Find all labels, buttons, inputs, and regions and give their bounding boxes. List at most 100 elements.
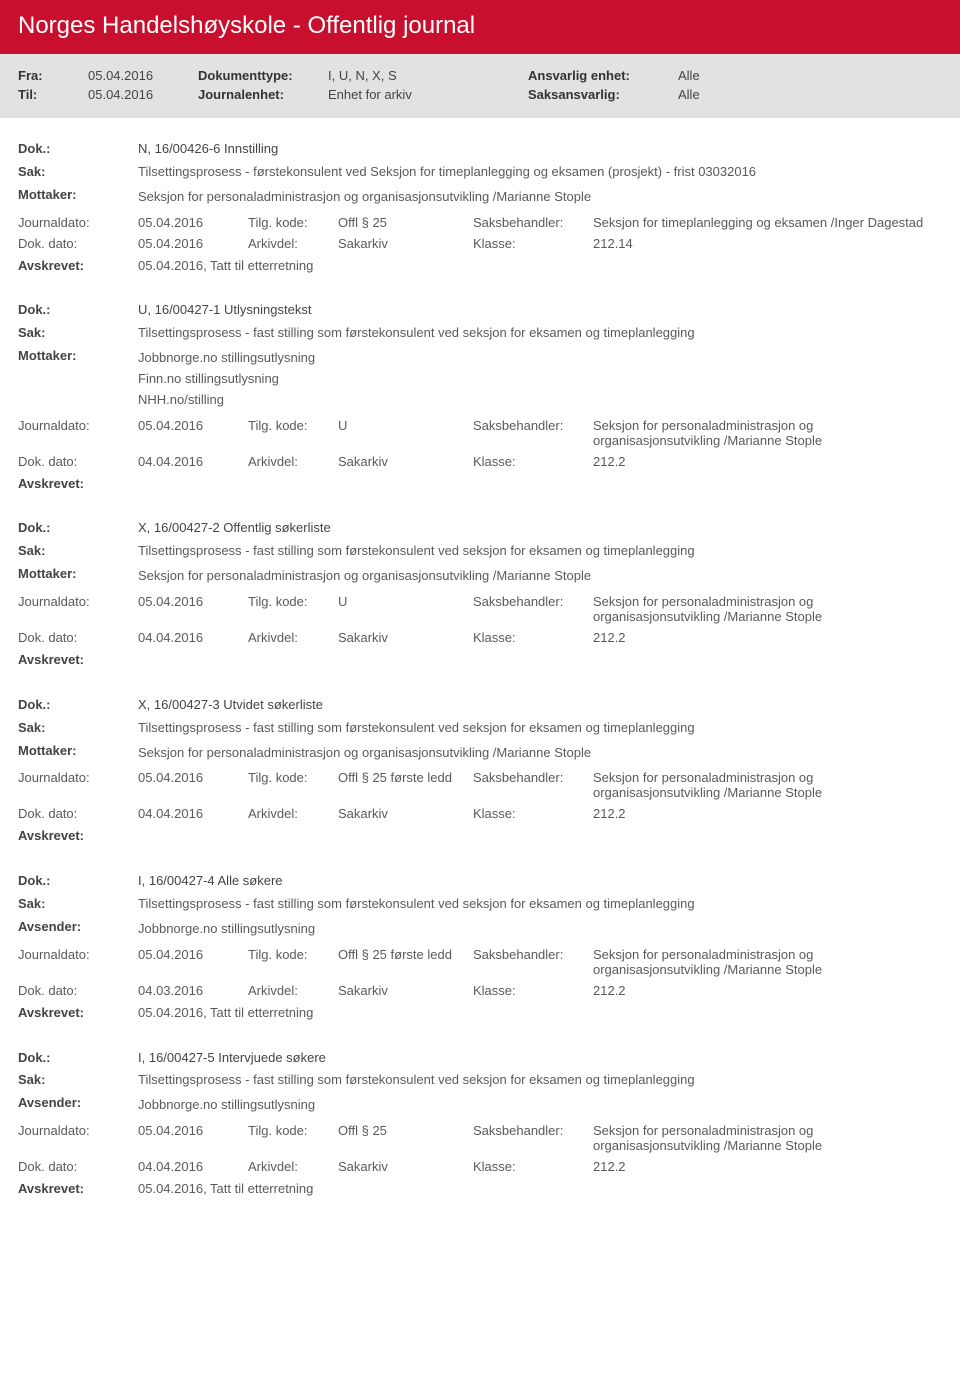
tilgkode-value: Offl § 25 første ledd bbox=[338, 770, 473, 800]
dok-label: Dok.: bbox=[18, 872, 138, 891]
klasse-label: Klasse: bbox=[473, 236, 593, 251]
klasse-value: 212.2 bbox=[593, 454, 703, 469]
dokdato-label: Dok. dato: bbox=[18, 630, 138, 645]
party-value: Jobbnorge.no stillingsutlysning bbox=[138, 1094, 942, 1117]
filter-bar: Fra:05.04.2016Dokumenttype:I, U, N, X, S… bbox=[0, 54, 960, 118]
party-line: Finn.no stillingsutlysning bbox=[138, 370, 942, 389]
arkivdel-label: Arkivdel: bbox=[248, 454, 338, 469]
saksbehandler-value: Seksjon for personaladministrasjon og or… bbox=[593, 418, 942, 448]
tilgkode-value: Offl § 25 bbox=[338, 215, 473, 230]
avskrevet-value: 05.04.2016, Tatt til etterretning bbox=[138, 1180, 942, 1199]
avskrevet-label: Avskrevet: bbox=[18, 475, 138, 494]
journaldato-value: 05.04.2016 bbox=[138, 770, 248, 800]
dokdato-label: Dok. dato: bbox=[18, 1159, 138, 1174]
tilgkode-label: Tilg. kode: bbox=[248, 1123, 338, 1153]
avskrevet-value bbox=[138, 651, 942, 670]
filter-label: Fra: bbox=[18, 68, 88, 83]
dokdato-value: 04.04.2016 bbox=[138, 454, 248, 469]
party-line: Jobbnorge.no stillingsutlysning bbox=[138, 920, 942, 939]
arkivdel-label: Arkivdel: bbox=[248, 1159, 338, 1174]
page-title: Norges Handelshøyskole - Offentlig journ… bbox=[0, 0, 960, 54]
dok-value: N, 16/00426-6 Innstilling bbox=[138, 140, 942, 159]
filter-value: Alle bbox=[678, 68, 700, 83]
party-label: Avsender: bbox=[18, 1094, 138, 1117]
party-line: Seksjon for personaladministrasjon og or… bbox=[138, 744, 942, 763]
filter-value: I, U, N, X, S bbox=[328, 68, 528, 83]
avskrevet-label: Avskrevet: bbox=[18, 827, 138, 846]
dokdato-label: Dok. dato: bbox=[18, 983, 138, 998]
arkivdel-label: Arkivdel: bbox=[248, 983, 338, 998]
dokdato-label: Dok. dato: bbox=[18, 454, 138, 469]
party-line: Seksjon for personaladministrasjon og or… bbox=[138, 188, 942, 207]
filter-row: Fra:05.04.2016Dokumenttype:I, U, N, X, S… bbox=[18, 68, 942, 83]
journaldato-value: 05.04.2016 bbox=[138, 418, 248, 448]
klasse-value: 212.14 bbox=[593, 236, 703, 251]
filter-label: Journalenhet: bbox=[198, 87, 328, 102]
dok-label: Dok.: bbox=[18, 1049, 138, 1068]
dok-value: I, 16/00427-4 Alle søkere bbox=[138, 872, 942, 891]
journal-entry: Dok.:X, 16/00427-3 Utvidet søkerlisteSak… bbox=[18, 674, 942, 846]
journaldato-label: Journaldato: bbox=[18, 594, 138, 624]
party-label: Mottaker: bbox=[18, 347, 138, 412]
arkivdel-value: Sakarkiv bbox=[338, 1159, 473, 1174]
dokdato-label: Dok. dato: bbox=[18, 806, 138, 821]
filter-value: Enhet for arkiv bbox=[328, 87, 528, 102]
party-label: Mottaker: bbox=[18, 565, 138, 588]
tilgkode-label: Tilg. kode: bbox=[248, 418, 338, 448]
arkivdel-label: Arkivdel: bbox=[248, 236, 338, 251]
sak-value: Tilsettingsprosess - førstekonsulent ved… bbox=[138, 163, 942, 182]
tilgkode-label: Tilg. kode: bbox=[248, 947, 338, 977]
party-line: Jobbnorge.no stillingsutlysning bbox=[138, 349, 942, 368]
klasse-label: Klasse: bbox=[473, 454, 593, 469]
tilgkode-value: Offl § 25 første ledd bbox=[338, 947, 473, 977]
journal-entry: Dok.:U, 16/00427-1 UtlysningstekstSak:Ti… bbox=[18, 279, 942, 493]
journal-entry: Dok.:X, 16/00427-2 Offentlig søkerlisteS… bbox=[18, 497, 942, 669]
sak-value: Tilsettingsprosess - fast stilling som f… bbox=[138, 324, 942, 343]
party-label: Avsender: bbox=[18, 918, 138, 941]
avskrevet-label: Avskrevet: bbox=[18, 651, 138, 670]
arkivdel-value: Sakarkiv bbox=[338, 806, 473, 821]
party-value: Seksjon for personaladministrasjon og or… bbox=[138, 186, 942, 209]
saksbehandler-value: Seksjon for personaladministrasjon og or… bbox=[593, 594, 942, 624]
tilgkode-value: Offl § 25 bbox=[338, 1123, 473, 1153]
sak-label: Sak: bbox=[18, 1071, 138, 1090]
dok-value: X, 16/00427-3 Utvidet søkerliste bbox=[138, 696, 942, 715]
journal-entry: Dok.:I, 16/00427-4 Alle søkereSak:Tilset… bbox=[18, 850, 942, 1022]
arkivdel-value: Sakarkiv bbox=[338, 630, 473, 645]
journal-entry: Dok.:I, 16/00427-5 Intervjuede søkereSak… bbox=[18, 1027, 942, 1199]
arkivdel-value: Sakarkiv bbox=[338, 454, 473, 469]
journaldato-label: Journaldato: bbox=[18, 1123, 138, 1153]
dok-value: X, 16/00427-2 Offentlig søkerliste bbox=[138, 519, 942, 538]
journaldato-value: 05.04.2016 bbox=[138, 594, 248, 624]
dok-label: Dok.: bbox=[18, 301, 138, 320]
saksbehandler-label: Saksbehandler: bbox=[473, 594, 593, 624]
saksbehandler-label: Saksbehandler: bbox=[473, 947, 593, 977]
sak-value: Tilsettingsprosess - fast stilling som f… bbox=[138, 719, 942, 738]
sak-value: Tilsettingsprosess - fast stilling som f… bbox=[138, 895, 942, 914]
tilgkode-value: U bbox=[338, 418, 473, 448]
saksbehandler-label: Saksbehandler: bbox=[473, 1123, 593, 1153]
journal-entries: Dok.:N, 16/00426-6 InnstillingSak:Tilset… bbox=[0, 118, 960, 1221]
dokdato-value: 04.03.2016 bbox=[138, 983, 248, 998]
saksbehandler-label: Saksbehandler: bbox=[473, 418, 593, 448]
dokdato-value: 04.04.2016 bbox=[138, 806, 248, 821]
filter-label: Saksansvarlig: bbox=[528, 87, 678, 102]
saksbehandler-value: Seksjon for timeplanlegging og eksamen /… bbox=[593, 215, 942, 230]
avskrevet-value bbox=[138, 827, 942, 846]
klasse-value: 212.2 bbox=[593, 806, 703, 821]
klasse-label: Klasse: bbox=[473, 806, 593, 821]
sak-label: Sak: bbox=[18, 895, 138, 914]
dokdato-value: 04.04.2016 bbox=[138, 630, 248, 645]
sak-label: Sak: bbox=[18, 163, 138, 182]
avskrevet-value bbox=[138, 475, 942, 494]
saksbehandler-label: Saksbehandler: bbox=[473, 770, 593, 800]
avskrevet-label: Avskrevet: bbox=[18, 257, 138, 276]
arkivdel-label: Arkivdel: bbox=[248, 630, 338, 645]
journal-entry: Dok.:N, 16/00426-6 InnstillingSak:Tilset… bbox=[18, 118, 942, 275]
tilgkode-value: U bbox=[338, 594, 473, 624]
tilgkode-label: Tilg. kode: bbox=[248, 215, 338, 230]
dok-label: Dok.: bbox=[18, 140, 138, 159]
journaldato-label: Journaldato: bbox=[18, 418, 138, 448]
party-value: Seksjon for personaladministrasjon og or… bbox=[138, 742, 942, 765]
filter-label: Til: bbox=[18, 87, 88, 102]
